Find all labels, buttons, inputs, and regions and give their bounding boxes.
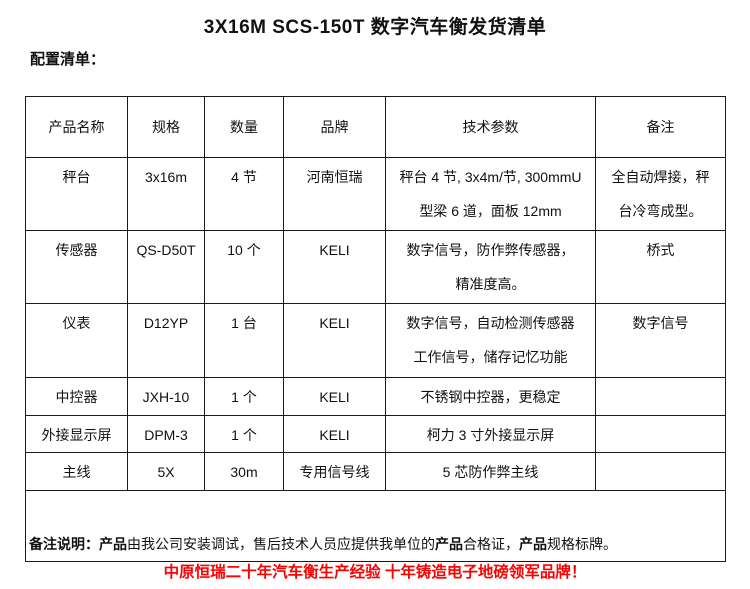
cell-brand: 河南恒瑞 — [283, 157, 386, 231]
cell-brand: KELI — [283, 377, 386, 416]
footer-note-segment: 产品 — [435, 536, 463, 552]
cell-product-name: 外接显示屏 — [25, 415, 128, 453]
cell-brand: 专用信号线 — [283, 452, 386, 491]
footer-note-segment: 规格标牌。 — [547, 536, 617, 552]
cell-params: 柯力 3 寸外接显示屏 — [385, 415, 596, 453]
cell-product-name: 主线 — [25, 452, 128, 491]
header-params: 技术参数 — [385, 96, 596, 158]
cell-product-name: 秤台 — [25, 157, 128, 231]
cell-spec: 5X — [127, 452, 205, 491]
cell-product-name: 仪表 — [25, 303, 128, 378]
footer-note-cell: 备注说明：产品由我公司安装调试，售后技术人员应提供我单位的产品合格证，产品规格标… — [25, 490, 726, 562]
footer-note-segment: 合格证， — [463, 536, 519, 552]
cell-qty: 4 节 — [204, 157, 284, 231]
cell-product-name: 中控器 — [25, 377, 128, 416]
footer-note-label: 备注说明： — [29, 536, 99, 552]
cell-spec: D12YP — [127, 303, 205, 378]
cell-remark — [595, 452, 726, 491]
footer-note-segment: 由我公司安装调试，售后技术人员应提供我单位的 — [127, 536, 435, 552]
footer-note-segment: 产品 — [519, 536, 547, 552]
cell-remark: 数字信号 — [595, 303, 726, 378]
cell-brand: KELI — [283, 303, 386, 378]
cell-spec: DPM-3 — [127, 415, 205, 453]
cell-spec: JXH-10 — [127, 377, 205, 416]
cell-qty: 1 台 — [204, 303, 284, 378]
cell-qty: 30m — [204, 452, 284, 491]
cell-spec: QS-D50T — [127, 230, 205, 304]
table-footer-row: 备注说明：产品由我公司安装调试，售后技术人员应提供我单位的产品合格证，产品规格标… — [25, 490, 726, 562]
cell-remark — [595, 377, 726, 416]
brand-slogan: 中原恒瑞二十年汽车衡生产经验 十年铸造电子地磅领军品牌！ — [163, 564, 587, 581]
header-product-name: 产品名称 — [25, 96, 128, 158]
cell-remark — [595, 415, 726, 453]
table-row: 主线 5X 30m 专用信号线 5 芯防作弊主线 — [25, 452, 726, 491]
table-row: 中控器 JXH-10 1 个 KELI 不锈钢中控器，更稳定 — [25, 377, 726, 416]
cell-params: 不锈钢中控器，更稳定 — [385, 377, 596, 416]
config-table: 产品名称 规格 数量 品牌 技术参数 备注 秤台 3x16m 4 节 河南恒瑞 … — [25, 96, 726, 562]
cell-brand: KELI — [283, 415, 386, 453]
header-brand: 品牌 — [283, 96, 386, 158]
table-row: 仪表 D12YP 1 台 KELI 数字信号，自动检测传感器 工作信号，储存记忆… — [25, 303, 726, 378]
cell-remark: 全自动焊接，秤 台冷弯成型。 — [595, 157, 726, 231]
cell-qty: 1 个 — [204, 415, 284, 453]
cell-brand: KELI — [283, 230, 386, 304]
cell-qty: 10 个 — [204, 230, 284, 304]
header-qty: 数量 — [204, 96, 284, 158]
cell-remark: 桥式 — [595, 230, 726, 304]
cell-product-name: 传感器 — [25, 230, 128, 304]
table-header-row: 产品名称 规格 数量 品牌 技术参数 备注 — [25, 96, 726, 158]
section-label: 配置清单： — [30, 51, 106, 68]
footer-note-segment: 产品 — [99, 536, 127, 552]
cell-params: 秤台 4 节, 3x4m/节, 300mmU 型梁 6 道，面板 12mm — [385, 157, 596, 231]
cell-spec: 3x16m — [127, 157, 205, 231]
table-row: 秤台 3x16m 4 节 河南恒瑞 秤台 4 节, 3x4m/节, 300mmU… — [25, 157, 726, 231]
table-row: 传感器 QS-D50T 10 个 KELI 数字信号，防作弊传感器， 精准度高。… — [25, 230, 726, 304]
header-spec: 规格 — [127, 96, 205, 158]
cell-qty: 1 个 — [204, 377, 284, 416]
cell-params: 5 芯防作弊主线 — [385, 452, 596, 491]
header-remark: 备注 — [595, 96, 726, 158]
cell-params: 数字信号，自动检测传感器 工作信号，储存记忆功能 — [385, 303, 596, 378]
cell-params: 数字信号，防作弊传感器， 精准度高。 — [385, 230, 596, 304]
table-row: 外接显示屏 DPM-3 1 个 KELI 柯力 3 寸外接显示屏 — [25, 415, 726, 453]
page-title: 3X16M SCS-150T 数字汽车衡发货清单 — [203, 17, 547, 38]
